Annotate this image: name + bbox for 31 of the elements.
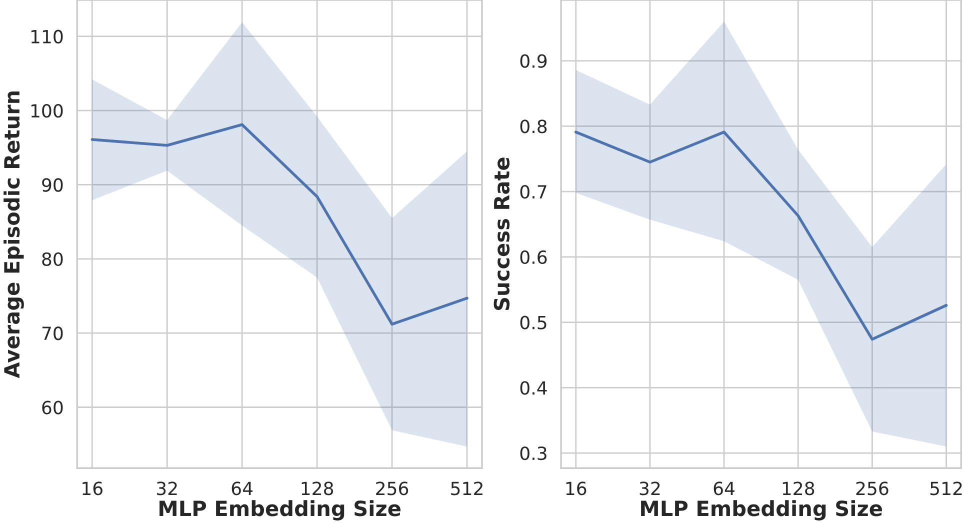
y-tick-label: 60	[42, 400, 63, 414]
x-tick-label: 32	[640, 482, 660, 496]
y-tick-label: 0.7	[520, 185, 546, 199]
y-axis-title: Average Episodic Return	[4, 91, 24, 378]
y-tick-label: 0.3	[520, 446, 546, 460]
x-tick-label: 256	[376, 482, 408, 496]
x-tick-label: 512	[451, 482, 482, 496]
x-tick-label: 128	[782, 482, 814, 496]
y-tick-label: 90	[42, 178, 63, 192]
y-tick-label: 80	[42, 252, 63, 266]
y-tick-label: 0.4	[520, 381, 547, 395]
x-axis-title: MLP Embedding Size	[641, 500, 882, 520]
y-tick-label: 0.5	[520, 316, 546, 330]
y-tick-label: 0.8	[520, 120, 547, 134]
x-tick-label: 256	[856, 482, 888, 496]
y-axis-title: Success Rate	[494, 158, 510, 310]
x-tick-label: 16	[566, 482, 586, 496]
y-tick-label: 70	[42, 326, 63, 340]
line-series	[90, 123, 468, 326]
y-tick-label: 100	[31, 104, 63, 118]
x-axis-title: MLP Embedding Size	[160, 500, 400, 520]
x-tick-label: 64	[714, 482, 735, 496]
x-tick-label: 16	[82, 482, 102, 496]
x-tick-label: 128	[302, 482, 334, 496]
y-tick-label: 110	[31, 30, 63, 44]
x-tick-label: 512	[930, 482, 962, 496]
x-tick-label: 32	[156, 482, 177, 496]
y-tick-label: 0.9	[520, 54, 547, 68]
line-series	[574, 130, 948, 341]
x-tick-label: 64	[232, 482, 253, 496]
y-tick-label: 0.6	[520, 250, 547, 264]
